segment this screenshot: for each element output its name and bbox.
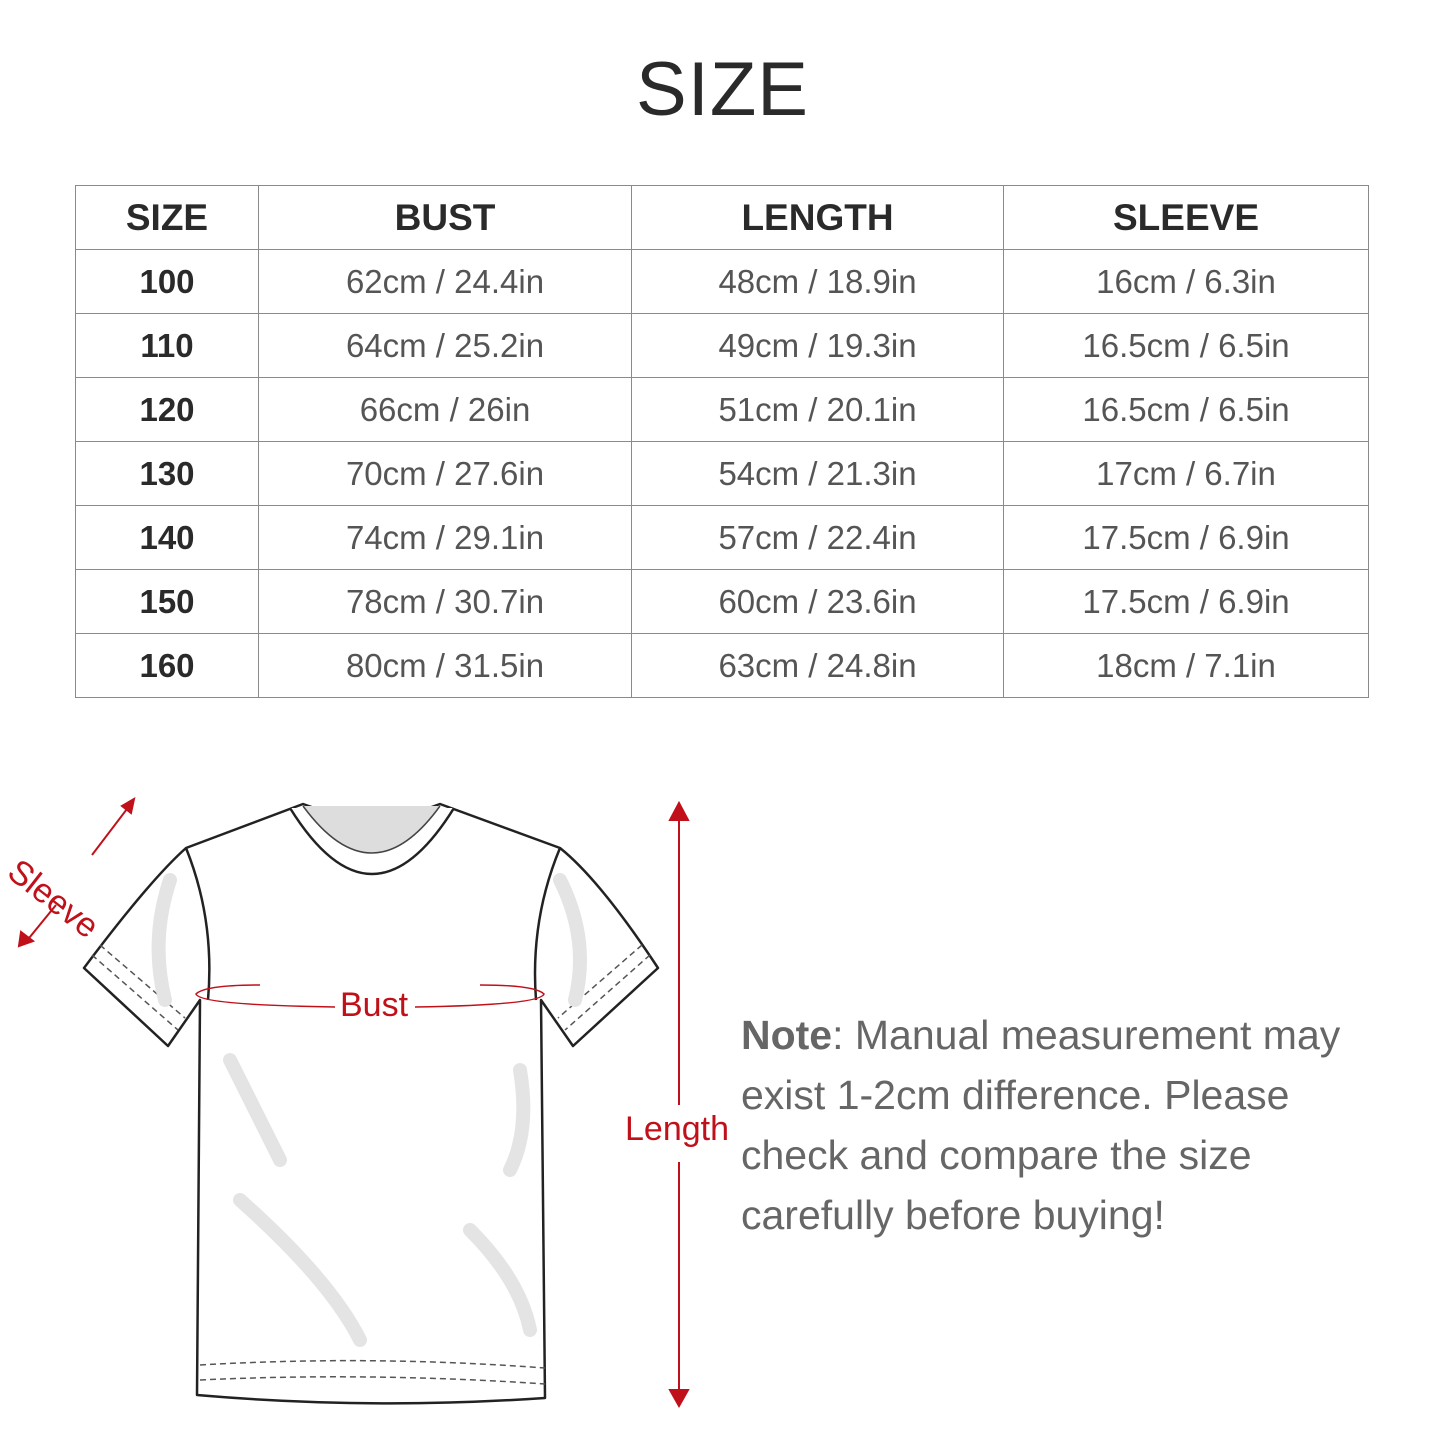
page-title: SIZE [636,47,809,132]
table-cell: 17.5cm / 6.9in [1003,505,1369,570]
table-cell: 74cm / 29.1in [258,505,632,570]
table-cell: 17cm / 6.7in [1003,441,1369,506]
length-label: Length [625,1110,729,1148]
table-cell: 160 [75,633,259,698]
table-cell: 51cm / 20.1in [631,377,1004,442]
table-cell: 54cm / 21.3in [631,441,1004,506]
table-cell: 16.5cm / 6.5in [1003,377,1369,442]
table-cell: 16.5cm / 6.5in [1003,313,1369,378]
table-row: 120 66cm / 26in 51cm / 20.1in 16.5cm / 6.5i… [75,377,1369,442]
table-cell: 140 [75,505,259,570]
table-row: 160 80cm / 31.5in 63cm / 24.8in 18cm / 7.1i… [75,633,1369,698]
bust-label: Bust [340,986,409,1024]
table-cell: 17.5cm / 6.9in [1003,569,1369,634]
table-cell: 110 [75,313,259,378]
table-row: 150 78cm / 30.7in 60cm / 23.6in 17.5cm / 6.… [75,569,1369,634]
table-cell: 70cm / 27.6in [258,441,632,506]
table-cell: 57cm / 22.4in [631,505,1004,570]
sleeve-arrow [17,796,136,948]
note-body: : Manual measurement may exist 1-2cm dif… [741,1012,1341,1238]
fold-shading [151,873,587,1347]
table-cell: 66cm / 26in [258,377,632,442]
table-row: 100 62cm / 24.4in 48cm / 18.9in 16cm / 6.3i… [75,249,1369,314]
note-text: Note: Manual measurement may exist 1-2cm… [741,1005,1401,1245]
table-cell: 64cm / 25.2in [258,313,632,378]
table-cell: 63cm / 24.8in [631,633,1004,698]
column-header: LENGTH [631,185,1004,250]
table-cell: 49cm / 19.3in [631,313,1004,378]
table-cell: 60cm / 23.6in [631,569,1004,634]
table-cell: 16cm / 6.3in [1003,249,1369,314]
table-cell: 62cm / 24.4in [258,249,632,314]
table-cell: 48cm / 18.9in [631,249,1004,314]
length-arrow [668,800,690,1409]
table-cell: 78cm / 30.7in [258,569,632,634]
table-cell: 150 [75,569,259,634]
tshirt-illustration [82,802,660,1405]
note-heading: Note [741,1012,833,1058]
table-cell: 100 [75,249,259,314]
bust-line [195,984,545,1008]
size-table: SIZE BUST LENGTH SLEEVE 100 62cm / 24.4in 48c… [75,185,1369,698]
table-row: 130 70cm / 27.6in 54cm / 21.3in 17cm / 6.7i… [75,441,1369,506]
table-cell: 130 [75,441,259,506]
column-header: SLEEVE [1003,185,1369,250]
table-cell: 18cm / 7.1in [1003,633,1369,698]
table-row: 110 64cm / 25.2in 49cm / 19.3in 16.5cm / 6.… [75,313,1369,378]
column-header: SIZE [75,185,259,250]
table-row: 140 74cm / 29.1in 57cm / 22.4in 17.5cm / 6.… [75,505,1369,570]
table-cell: 80cm / 31.5in [258,633,632,698]
